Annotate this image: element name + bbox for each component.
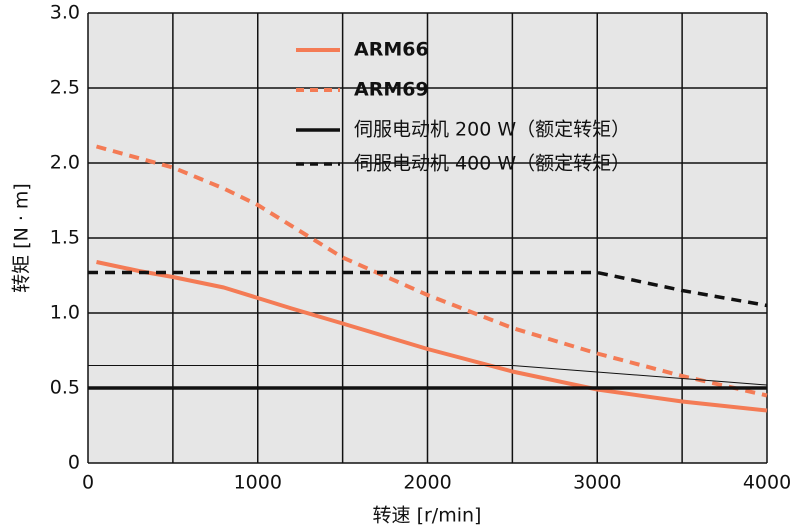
y-tick-label: 0 — [68, 452, 80, 474]
y-tick-label: 2.5 — [50, 77, 80, 99]
line-series — [96, 260, 768, 413]
line-series — [88, 270, 768, 308]
y-axis-title: 转矩 [N · m] — [11, 183, 33, 293]
y-tick-label: 0.5 — [50, 377, 80, 399]
x-tick-label: 3000 — [573, 472, 621, 494]
x-tick-label: 2000 — [403, 472, 451, 494]
x-axis-title: 转速 [r/min] — [373, 505, 482, 527]
legend-label: 伺服电动机 400 W（额定转矩） — [354, 153, 630, 175]
y-tick-label: 3.0 — [50, 2, 80, 24]
y-tick-label: 2.0 — [50, 152, 80, 174]
legend-label: ARM69 — [354, 79, 429, 101]
x-tick-label: 0 — [82, 472, 94, 494]
y-tick-label: 1.5 — [50, 227, 80, 249]
x-tick-label: 1000 — [234, 472, 282, 494]
legend-label: ARM66 — [354, 39, 429, 61]
x-tick-label: 4000 — [743, 472, 791, 494]
y-tick-label: 1.0 — [50, 302, 80, 324]
line-series — [88, 365, 768, 386]
legend-label: 伺服电动机 200 W（额定转矩） — [354, 119, 630, 141]
